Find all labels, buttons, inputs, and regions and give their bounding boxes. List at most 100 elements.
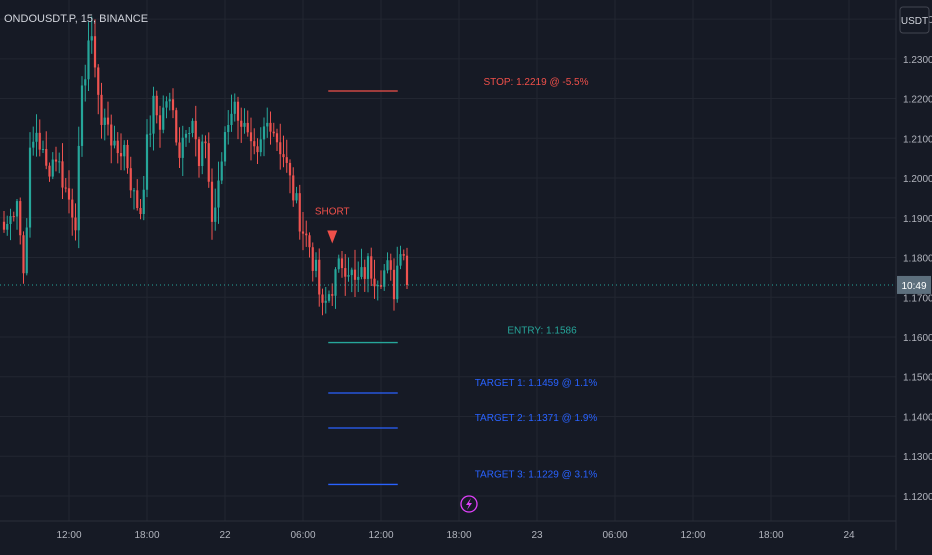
candle[interactable] <box>58 152 61 174</box>
candle[interactable] <box>48 162 51 182</box>
candle[interactable] <box>149 115 152 148</box>
candle[interactable] <box>314 252 318 278</box>
candle[interactable] <box>100 82 103 139</box>
candle[interactable] <box>15 199 19 230</box>
candle[interactable] <box>19 197 22 245</box>
candle[interactable] <box>272 122 275 137</box>
candle[interactable] <box>184 129 188 147</box>
candle[interactable] <box>93 19 97 78</box>
candle[interactable] <box>262 117 266 157</box>
candle[interactable] <box>181 125 184 176</box>
candle[interactable] <box>337 254 340 273</box>
price-axis[interactable]: 1.24001.23001.22001.21001.20001.19001.18… <box>903 15 932 503</box>
candle[interactable] <box>142 175 145 221</box>
candle[interactable] <box>67 170 71 214</box>
candle[interactable] <box>340 250 344 278</box>
currency-button[interactable]: USDT <box>899 6 930 34</box>
candle[interactable] <box>344 254 347 296</box>
candle[interactable] <box>2 211 6 233</box>
candle[interactable] <box>379 270 383 289</box>
candle[interactable] <box>35 114 38 157</box>
candle[interactable] <box>162 95 165 134</box>
candle[interactable] <box>233 93 236 122</box>
candle[interactable] <box>266 107 269 138</box>
candle[interactable] <box>126 139 129 174</box>
candle[interactable] <box>236 96 240 140</box>
candle[interactable] <box>9 208 12 241</box>
candle[interactable] <box>243 108 246 134</box>
candle[interactable] <box>171 88 175 119</box>
candle[interactable] <box>32 126 35 156</box>
candle[interactable] <box>298 184 301 240</box>
candle[interactable] <box>61 143 64 199</box>
candle[interactable] <box>178 127 181 169</box>
lightning-bolt-icon[interactable] <box>460 495 478 513</box>
candle[interactable] <box>74 203 77 241</box>
candle[interactable] <box>347 257 350 282</box>
candle[interactable] <box>136 179 139 211</box>
candle[interactable] <box>110 114 113 164</box>
candle[interactable] <box>132 187 136 210</box>
candle[interactable] <box>360 248 363 280</box>
candle[interactable] <box>269 111 272 145</box>
candle[interactable] <box>22 231 25 284</box>
candle[interactable] <box>90 16 93 54</box>
candle[interactable] <box>246 110 249 137</box>
candle[interactable] <box>353 249 357 297</box>
candle[interactable] <box>292 167 295 207</box>
candle[interactable] <box>220 152 223 185</box>
candle[interactable] <box>6 215 9 236</box>
candle[interactable] <box>207 132 210 188</box>
candle[interactable] <box>106 101 110 136</box>
candle[interactable] <box>139 199 142 220</box>
candle[interactable] <box>214 188 217 231</box>
time-axis[interactable]: 12:00 18:00 22 06:00 12:00 18:00 23 06:00 12:00 1… <box>56 530 855 541</box>
candle[interactable] <box>152 86 155 151</box>
candle[interactable] <box>123 140 126 171</box>
candle[interactable] <box>301 212 305 251</box>
candle[interactable] <box>305 220 308 247</box>
candle[interactable] <box>116 132 119 164</box>
candle[interactable] <box>370 247 373 286</box>
candle[interactable] <box>405 247 409 289</box>
candle[interactable] <box>12 211 15 222</box>
candle[interactable] <box>227 110 230 145</box>
candle[interactable] <box>230 94 233 132</box>
candle[interactable] <box>201 134 204 175</box>
candle[interactable] <box>165 96 168 119</box>
candle[interactable] <box>240 107 243 143</box>
candle[interactable] <box>204 135 207 159</box>
candle[interactable] <box>158 105 162 148</box>
candle[interactable] <box>97 64 100 115</box>
candle[interactable] <box>308 232 311 258</box>
candle[interactable] <box>113 125 116 149</box>
candle[interactable] <box>383 264 386 291</box>
candle[interactable] <box>331 283 334 306</box>
candle[interactable] <box>51 152 54 180</box>
candle[interactable] <box>363 259 366 292</box>
candle[interactable] <box>399 245 402 270</box>
candle[interactable] <box>288 159 292 194</box>
candle[interactable] <box>64 178 67 193</box>
candle[interactable] <box>38 119 41 157</box>
candle[interactable] <box>389 253 392 281</box>
candles[interactable] <box>2 16 409 316</box>
candle[interactable] <box>71 188 74 236</box>
candle[interactable] <box>256 138 259 165</box>
candle[interactable] <box>175 107 178 146</box>
candle[interactable] <box>119 133 123 171</box>
candle[interactable] <box>80 76 84 157</box>
candle[interactable] <box>327 290 331 303</box>
candle[interactable] <box>392 258 396 311</box>
candle[interactable] <box>285 139 288 173</box>
candle[interactable] <box>188 127 191 143</box>
candle[interactable] <box>324 286 327 314</box>
candle[interactable] <box>87 22 90 92</box>
candle[interactable] <box>373 259 376 299</box>
candle[interactable] <box>376 280 379 301</box>
candle[interactable] <box>41 140 45 153</box>
candle[interactable] <box>155 90 158 124</box>
candle[interactable] <box>217 161 220 224</box>
candle[interactable] <box>357 261 360 293</box>
